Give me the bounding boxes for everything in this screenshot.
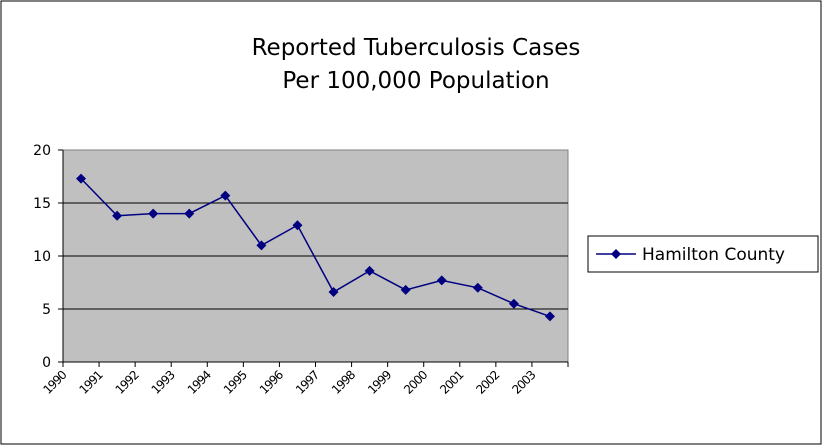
point-marker [148, 208, 159, 219]
point-marker [76, 173, 87, 184]
y-tick-label: 10 [33, 249, 51, 265]
point-marker [544, 311, 555, 322]
point-marker [292, 220, 303, 231]
point-marker [508, 298, 519, 309]
point-marker [112, 210, 123, 221]
series-line [80, 178, 551, 318]
y-tick-label: 20 [33, 143, 51, 159]
legend-label: Hamilton County [642, 245, 785, 265]
y-tick-label: 0 [42, 355, 51, 371]
point-marker [364, 265, 375, 276]
point-marker [472, 282, 483, 293]
point-marker [436, 275, 447, 286]
point-marker [256, 240, 267, 251]
chart-subtitle: Per 100,000 Population [282, 68, 549, 94]
point-marker [328, 287, 339, 298]
y-tick-label: 15 [33, 196, 51, 212]
legend-box [587, 235, 819, 273]
point-marker [220, 190, 231, 201]
point-marker [184, 208, 195, 219]
legend-marker [611, 249, 621, 259]
y-tick-label: 5 [42, 302, 51, 318]
point-marker [400, 284, 411, 295]
chart-title: Reported Tuberculosis Cases [252, 35, 581, 61]
